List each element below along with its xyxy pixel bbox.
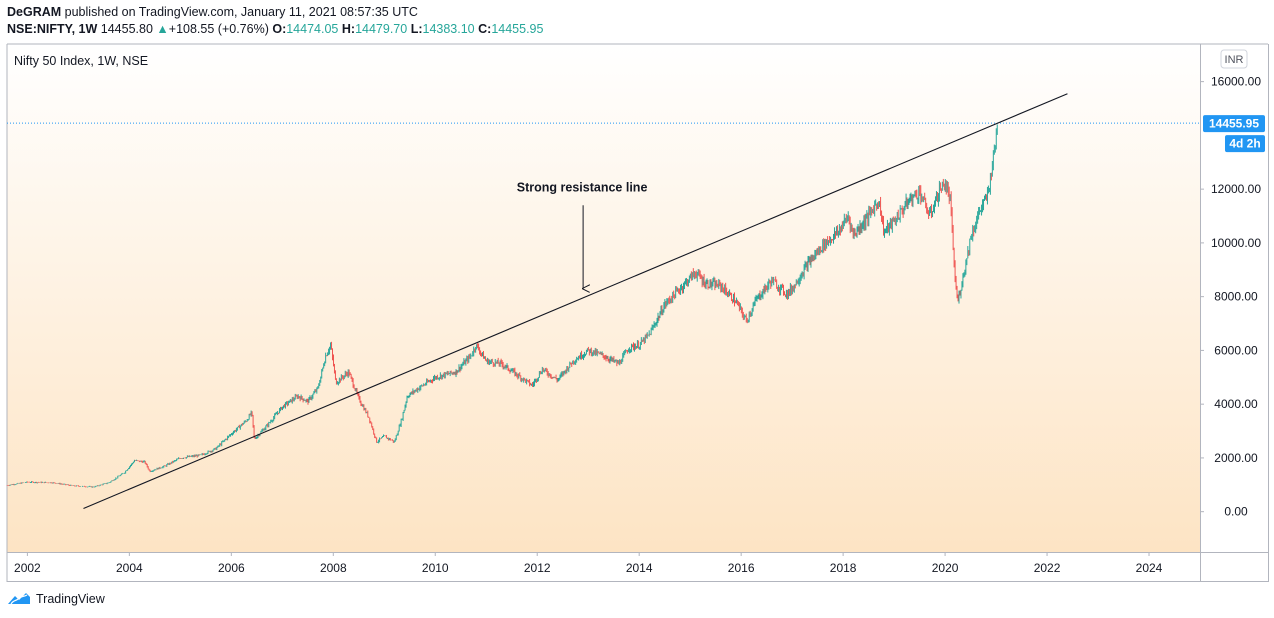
y-tick-label: 8000.00 bbox=[1214, 290, 1258, 304]
price-axis: 0.00 2000.00 4000.00 6000.00 8000.00 10000.00… bbox=[1200, 75, 1261, 519]
low-label: L: bbox=[410, 22, 423, 36]
chart-title: Nifty 50 Index, 1W, NSE bbox=[14, 54, 148, 68]
x-tick-label: 2018 bbox=[830, 561, 857, 575]
y-tick-label: 0.00 bbox=[1224, 505, 1248, 519]
tradingview-logo-icon bbox=[8, 593, 30, 605]
annotation-label: Strong resistance line bbox=[517, 180, 648, 194]
change-arrow-icon: ▲ bbox=[156, 22, 169, 36]
brand-label: TradingView bbox=[36, 592, 105, 606]
x-tick-label: 2004 bbox=[116, 561, 143, 575]
x-tick-label: 2006 bbox=[218, 561, 245, 575]
resistance-trend-line bbox=[83, 93, 1068, 509]
y-tick-label: 12000.00 bbox=[1211, 182, 1261, 196]
close-label: C: bbox=[478, 22, 492, 36]
close-value: 14455.95 bbox=[491, 22, 544, 36]
publish-info: DeGRAM published on TradingView.com, Jan… bbox=[7, 5, 418, 19]
x-tick-label: 2016 bbox=[728, 561, 755, 575]
x-tick-label: 2012 bbox=[524, 561, 551, 575]
symbol-ohlc-bar: NSE:NIFTY, 1W 14455.80 ▲+108.55 (+0.76%)… bbox=[7, 22, 543, 36]
drawings-layer: Strong resistance line 14455.95 4d 2h bbox=[7, 93, 1265, 509]
y-tick-label: 16000.00 bbox=[1211, 75, 1261, 89]
x-tick-label: 2022 bbox=[1034, 561, 1061, 575]
x-tick-label: 2020 bbox=[932, 561, 959, 575]
tradingview-brand[interactable]: TradingView bbox=[7, 592, 105, 606]
symbol-label: NSE:NIFTY, 1W bbox=[7, 22, 98, 36]
x-tick-label: 2010 bbox=[422, 561, 449, 575]
candles-layer bbox=[6, 124, 998, 488]
x-tick-label: 2008 bbox=[320, 561, 347, 575]
y-tick-label: 2000.00 bbox=[1214, 451, 1258, 465]
time-axis-panel bbox=[7, 552, 1200, 582]
x-tick-label: 2014 bbox=[626, 561, 653, 575]
last-price-label: 14455.95 bbox=[1209, 117, 1259, 131]
last-price: 14455.80 bbox=[100, 22, 153, 36]
time-axis: 2002 2004 2006 2008 2010 2012 2014 2016 2018 2020… bbox=[14, 552, 1163, 575]
high-label: H: bbox=[341, 22, 356, 36]
open-value: 14474.05 bbox=[286, 22, 339, 36]
y-tick-label: 6000.00 bbox=[1214, 343, 1258, 357]
y-tick-label: 4000.00 bbox=[1214, 397, 1258, 411]
price-change: +108.55 (+0.76%) bbox=[168, 22, 269, 36]
x-tick-label: 2002 bbox=[14, 561, 41, 575]
low-value: 14383.10 bbox=[422, 22, 475, 36]
currency-button[interactable]: INR bbox=[1220, 49, 1248, 69]
countdown-label: 4d 2h bbox=[1229, 137, 1260, 151]
open-label: O: bbox=[272, 22, 287, 36]
y-tick-label: 10000.00 bbox=[1211, 236, 1261, 250]
last-price-badge bbox=[1203, 115, 1265, 133]
publisher-name: DeGRAM bbox=[7, 5, 62, 19]
currency-label: INR bbox=[1225, 54, 1244, 66]
high-value: 14479.70 bbox=[355, 22, 408, 36]
countdown-badge bbox=[1225, 135, 1265, 153]
published-text: published on TradingView.com, January 11… bbox=[64, 5, 418, 19]
plot-background bbox=[7, 44, 1200, 552]
x-tick-label: 2024 bbox=[1136, 561, 1163, 575]
